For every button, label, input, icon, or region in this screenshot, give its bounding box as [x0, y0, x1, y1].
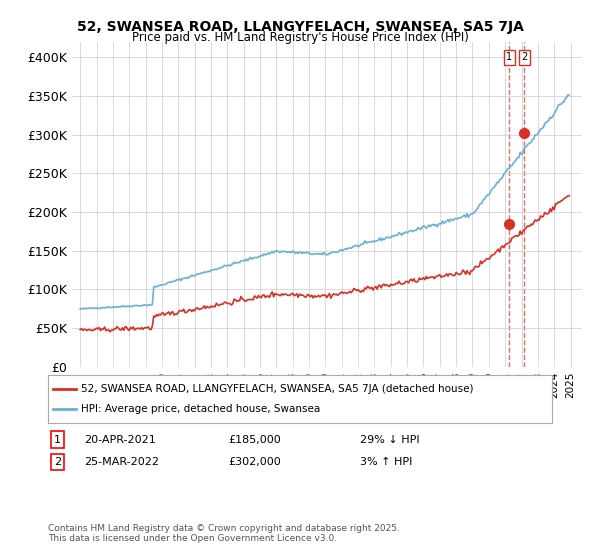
Text: 25-MAR-2022: 25-MAR-2022	[84, 457, 159, 467]
Text: 29% ↓ HPI: 29% ↓ HPI	[360, 435, 419, 445]
Text: 1: 1	[54, 435, 61, 445]
Text: 52, SWANSEA ROAD, LLANGYFELACH, SWANSEA, SA5 7JA: 52, SWANSEA ROAD, LLANGYFELACH, SWANSEA,…	[77, 20, 523, 34]
Text: 1: 1	[506, 53, 512, 63]
Text: 2: 2	[521, 53, 527, 63]
Text: £185,000: £185,000	[228, 435, 281, 445]
Text: 3% ↑ HPI: 3% ↑ HPI	[360, 457, 412, 467]
Text: HPI: Average price, detached house, Swansea: HPI: Average price, detached house, Swan…	[81, 404, 320, 414]
Text: 20-APR-2021: 20-APR-2021	[84, 435, 156, 445]
Text: Contains HM Land Registry data © Crown copyright and database right 2025.
This d: Contains HM Land Registry data © Crown c…	[48, 524, 400, 543]
Text: £302,000: £302,000	[228, 457, 281, 467]
Text: Price paid vs. HM Land Registry's House Price Index (HPI): Price paid vs. HM Land Registry's House …	[131, 31, 469, 44]
Text: 2: 2	[54, 457, 61, 467]
Text: 52, SWANSEA ROAD, LLANGYFELACH, SWANSEA, SA5 7JA (detached house): 52, SWANSEA ROAD, LLANGYFELACH, SWANSEA,…	[81, 384, 473, 394]
